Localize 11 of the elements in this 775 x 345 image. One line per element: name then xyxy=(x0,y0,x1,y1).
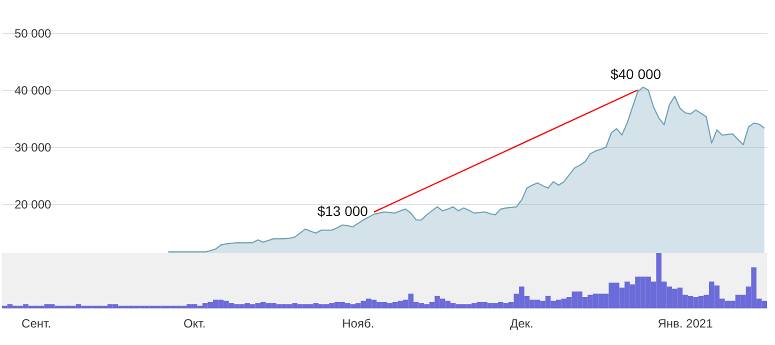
x-tick-label: Янв. 2021 xyxy=(658,316,714,330)
y-tick-label: 20 000 xyxy=(14,197,52,212)
x-tick-label: Нояб. xyxy=(342,316,374,330)
y-tick-label: 40 000 xyxy=(14,84,52,98)
annotation: $13 000 xyxy=(317,202,368,219)
x-tick-label: Сент. xyxy=(22,316,52,330)
x-tick-label: Дек. xyxy=(510,316,534,330)
x-tick-label: Окт. xyxy=(183,316,206,330)
annotation: $40 000 xyxy=(610,66,662,82)
y-tick-label: 30 000 xyxy=(14,140,52,155)
y-tick-label: 50 000 xyxy=(14,26,52,41)
